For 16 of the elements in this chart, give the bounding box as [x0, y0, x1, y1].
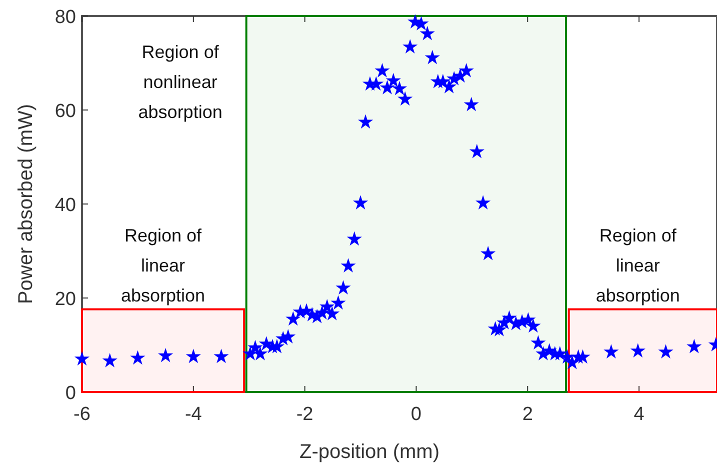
band-label: Region of linear absorption — [121, 225, 206, 306]
x-tick-label: -6 — [74, 404, 90, 425]
x-tick-label: 0 — [410, 404, 422, 425]
y-tick-label: 40 — [54, 195, 76, 216]
y-tick-label: 0 — [65, 383, 76, 404]
band-label: Region of nonlinear absorption — [138, 42, 222, 122]
y-tick-label: 20 — [54, 289, 76, 310]
x-tick-label: 2 — [522, 404, 533, 425]
x-tick-label: -4 — [184, 404, 202, 425]
x-tick-label: 4 — [634, 404, 645, 425]
y-axis-title: Power absorbed (mW) — [15, 104, 37, 304]
x-axis-title: Z-position (mm) — [299, 441, 440, 463]
band-label: Region of linear absorption — [596, 225, 680, 306]
y-tick-label: 80 — [54, 7, 76, 28]
y-tick-label: 60 — [54, 101, 76, 122]
x-tick-label: -2 — [296, 404, 314, 425]
